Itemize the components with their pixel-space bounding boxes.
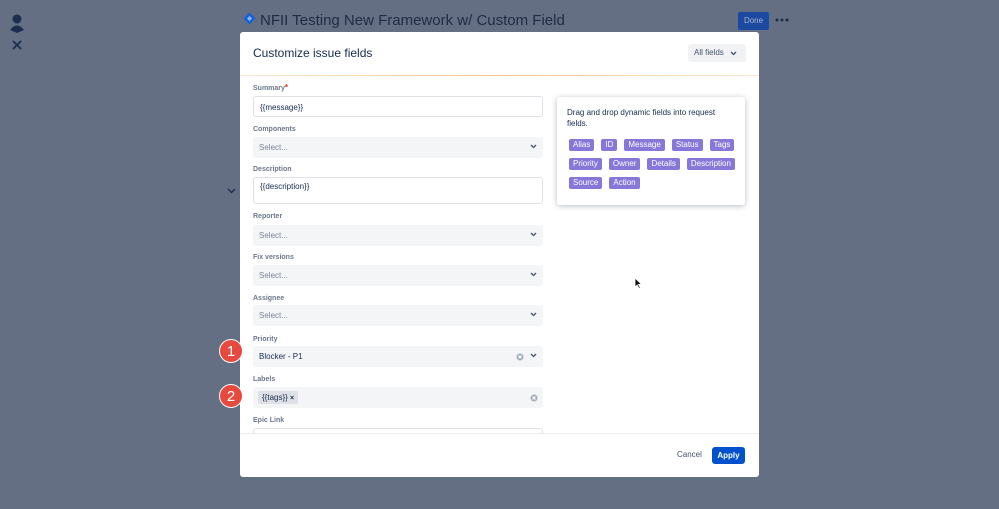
field-label: Fix versions: [253, 254, 294, 261]
more-icon[interactable]: [775, 17, 789, 23]
modal-title: Customize issue fields: [253, 46, 373, 60]
label-chip: {{tags}} ×: [258, 391, 299, 404]
chip-text: {{tags}}: [262, 393, 288, 402]
cancel-button[interactable]: Cancel: [677, 450, 702, 459]
done-button[interactable]: Done: [738, 12, 769, 30]
priority-select[interactable]: Blocker - P1: [253, 346, 543, 367]
chevron: [530, 312, 537, 317]
required-mark: *: [284, 83, 289, 92]
placeholder: Select...: [259, 311, 288, 320]
field-tag[interactable]: Details: [647, 158, 680, 170]
field-label: Priority: [253, 336, 278, 343]
field-tag[interactable]: Priority: [569, 158, 602, 170]
field-tag[interactable]: ID: [601, 139, 618, 151]
labels-select[interactable]: {{tags}} ×: [253, 387, 543, 408]
field-tag[interactable]: Action: [609, 177, 640, 189]
summary-input[interactable]: {{message}}: [253, 96, 543, 117]
placeholder: Select...: [259, 271, 288, 280]
footer-divider: [240, 433, 759, 434]
filter-label: All fields: [694, 48, 724, 57]
placeholder: Select...: [259, 231, 288, 240]
apply-button[interactable]: Apply: [712, 447, 745, 464]
panel-hint: Drag and drop dynamic fields into reques…: [567, 108, 716, 128]
clear-icon[interactable]: [530, 394, 538, 402]
dynamic-fields-panel: Drag and drop dynamic fields into reques…: [557, 97, 745, 205]
components-select[interactable]: Select...: [253, 137, 543, 158]
field-label: Reporter: [253, 213, 283, 220]
fields-filter[interactable]: All fields: [688, 44, 746, 62]
selected-value: Blocker - P1: [259, 352, 303, 361]
modal: Customize issue fields All fields Summar…: [240, 32, 759, 477]
chevron: [530, 353, 537, 358]
annotation-marker: 1: [219, 339, 243, 363]
field-tag[interactable]: Status: [671, 139, 703, 151]
app-icons: [10, 14, 24, 50]
field-tag[interactable]: Source: [569, 177, 603, 189]
field-label: Components: [253, 126, 296, 133]
fix-versions-select[interactable]: Select...: [253, 265, 543, 286]
mouse-cursor: [634, 277, 642, 289]
field-label: Description: [253, 166, 292, 173]
placeholder: Select...: [259, 143, 288, 152]
label-text: Summary: [253, 85, 285, 92]
reporter-select[interactable]: Select...: [253, 225, 543, 246]
field-label: Summary*: [253, 83, 288, 94]
annotation-marker: 2: [219, 384, 243, 408]
collapse-chevron: [227, 188, 236, 194]
issue-icon: [243, 12, 256, 25]
field-tag[interactable]: Owner: [608, 158, 641, 170]
description-input[interactable]: {{description}}: [253, 177, 543, 204]
tag-list: Alias ID Message Status Tags Priority Ow…: [569, 139, 741, 189]
issue-title: NFII Testing New Framework w/ Custom Fie…: [260, 12, 565, 29]
header-divider: [240, 75, 759, 76]
clear-icon[interactable]: [516, 353, 524, 361]
field-label: Assignee: [253, 295, 285, 302]
field-label: Labels: [253, 376, 276, 383]
chevron: [530, 232, 537, 237]
epic-link-input[interactable]: [253, 428, 543, 433]
assignee-select[interactable]: Select...: [253, 305, 543, 326]
field-tag[interactable]: Description: [686, 158, 735, 170]
field-label: Epic Link: [253, 417, 285, 424]
field-tag[interactable]: Tags: [709, 139, 735, 151]
chevron: [530, 144, 537, 149]
field-tag[interactable]: Alias: [569, 139, 595, 151]
field-tag[interactable]: Message: [624, 139, 665, 151]
chevron: [730, 51, 737, 56]
chevron: [530, 272, 537, 277]
